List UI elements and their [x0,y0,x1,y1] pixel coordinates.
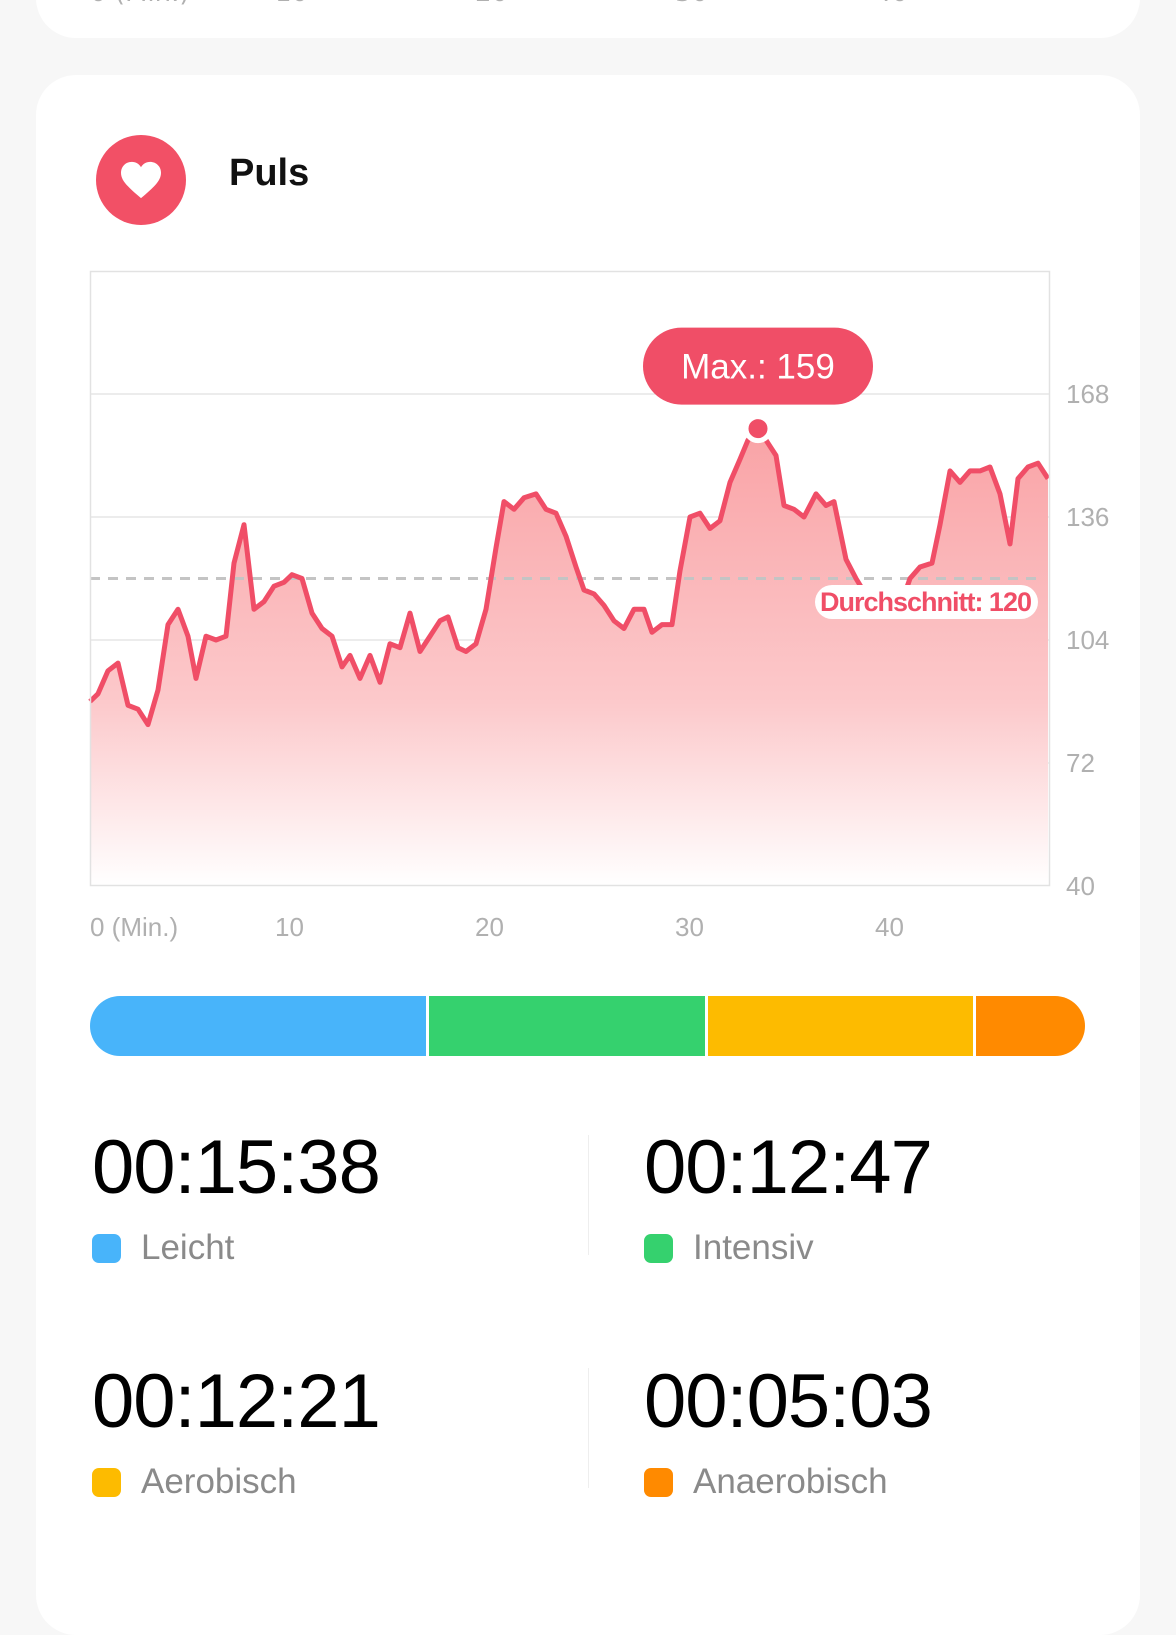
heart-icon-badge [96,135,186,225]
max-label-text: Max.: 159 [681,348,835,387]
zone-segment-anaerobisch [976,996,1085,1056]
zone-time: 00:05:03 [644,1359,933,1444]
x-tick: 0 (Min.) [90,0,190,8]
divider [588,1368,589,1488]
average-label-text: Durchschnitt: 120 [820,587,1032,617]
zone-distribution-bar [90,996,1085,1056]
y-tick-label: 40 [1066,871,1095,901]
divider [588,1135,589,1255]
heart-rate-chart: 168 136 104 72 40 0 (Min.) 10 20 30 40 Durchschn… [88,270,1109,942]
previous-card [36,0,1140,38]
zone-time: 00:12:47 [644,1125,933,1210]
zone-segment-intensiv [429,996,705,1056]
zone-label: Leicht [141,1228,235,1267]
max-marker: Max.: 159 [643,327,873,444]
x-tick-label: 20 [475,912,504,942]
zone-label: Aerobisch [141,1462,297,1501]
x-tick-label: 0 (Min.) [90,912,178,942]
zone-label: Intensiv [693,1228,814,1267]
x-tick: 40 [875,0,908,8]
zone-segment-leicht [90,996,427,1056]
legend-swatch [644,1233,673,1263]
x-tick-label: 10 [275,912,304,942]
y-tick-label: 136 [1066,502,1109,532]
plot-frame [89,270,1051,887]
legend-swatch [92,1467,121,1497]
zone-time: 00:15:38 [92,1125,381,1210]
zone-stat-intensiv: 00:12:47 Intensiv [644,1125,933,1268]
heart-icon [121,161,161,199]
average-label: Durchschnitt: 120 [815,585,1038,619]
zone-segment-aerobisch [707,996,974,1056]
zone-stat-anaerobisch: 00:05:03 Anaerobisch [644,1359,933,1502]
y-tick-label: 72 [1066,748,1095,778]
zone-stat-leicht: 00:15:38 Leicht [92,1125,381,1268]
x-tick-label: 30 [675,912,704,942]
x-tick: 10 [275,0,308,8]
heart-rate-area [90,428,1048,886]
x-tick: 30 [675,0,708,8]
zone-time: 00:12:21 [92,1359,381,1444]
legend-swatch [644,1467,673,1497]
x-tick-label: 40 [875,912,904,942]
y-tick-label: 104 [1066,625,1109,655]
zone-label: Anaerobisch [693,1462,888,1501]
zone-stat-aerobisch: 00:12:21 Aerobisch [92,1359,381,1502]
max-label-pill [643,327,873,405]
card-title: Puls [229,152,310,194]
legend-swatch [92,1233,121,1263]
x-tick: 20 [475,0,508,8]
y-tick-label: 168 [1066,379,1109,409]
max-point [743,414,773,444]
